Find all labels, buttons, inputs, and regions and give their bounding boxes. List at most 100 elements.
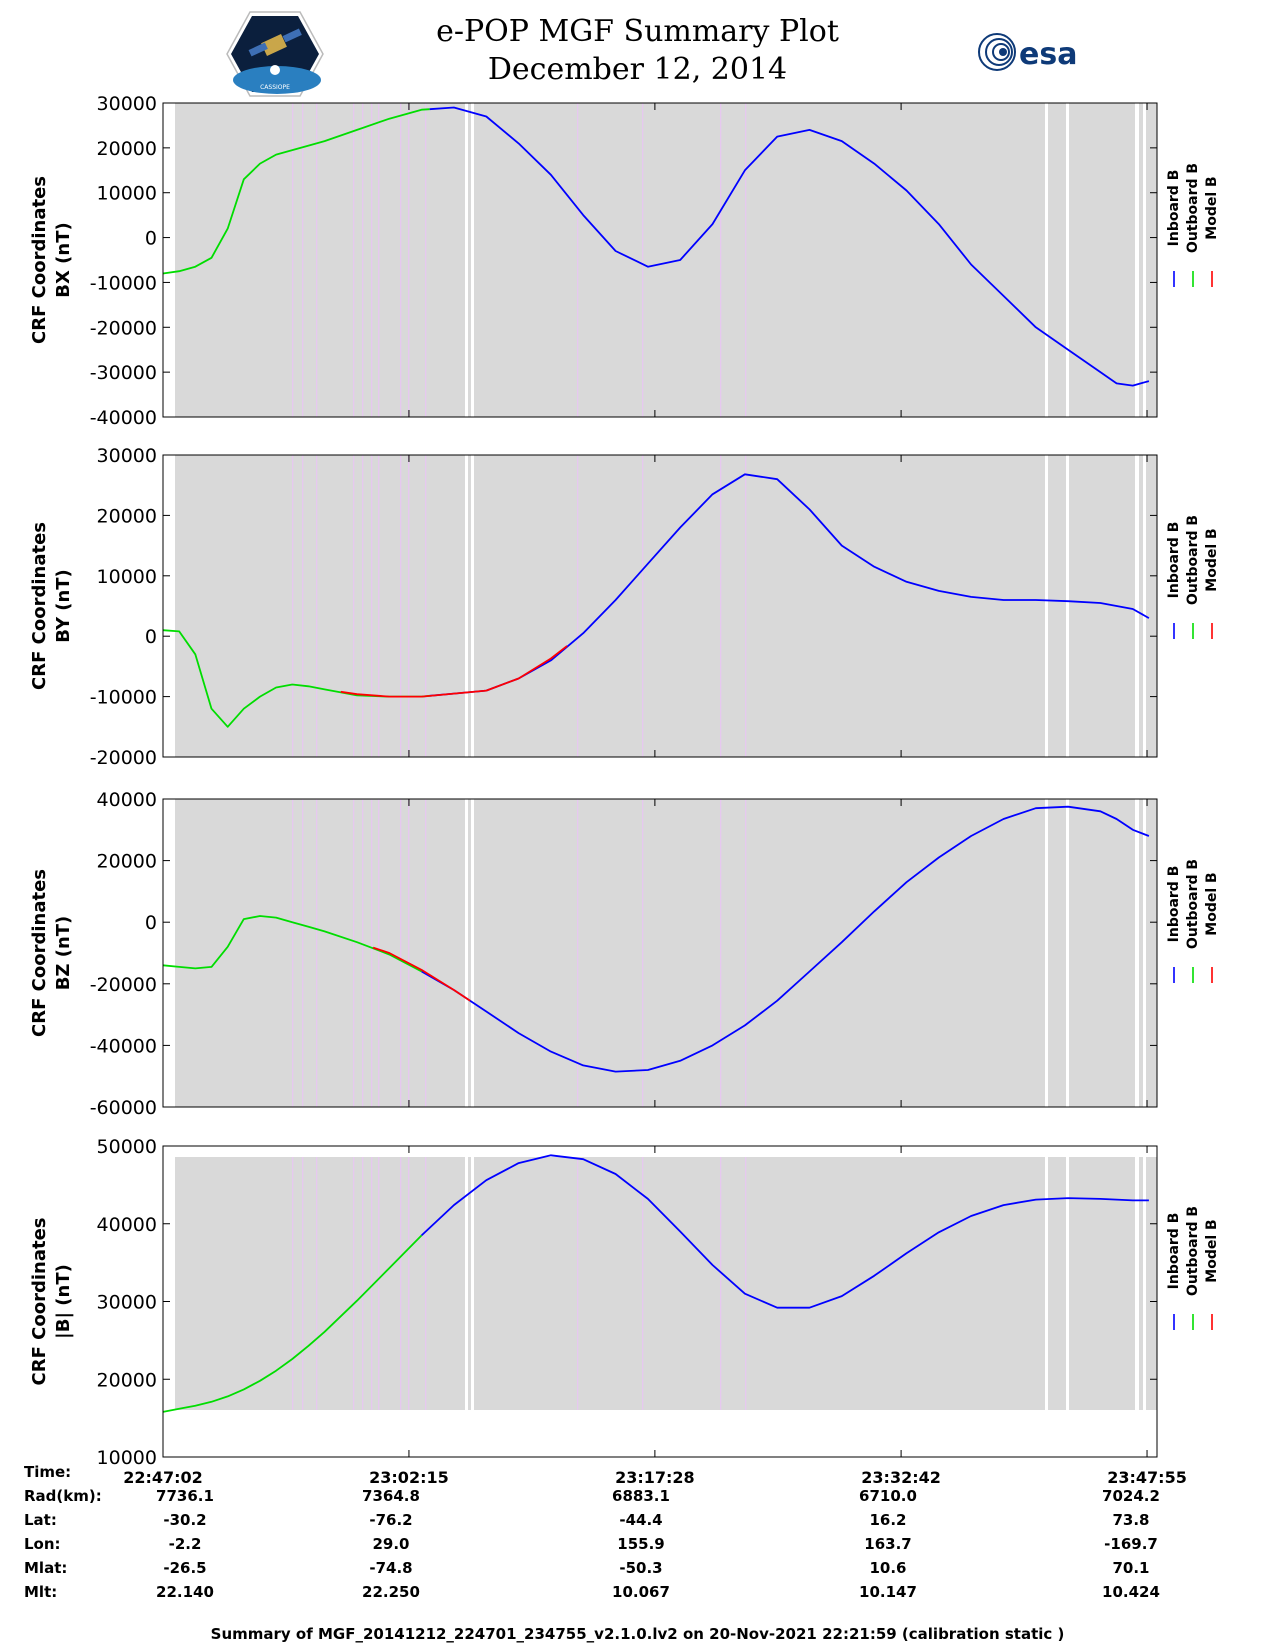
legend-label: Model B <box>1204 528 1220 591</box>
quality-flag-line <box>577 799 579 1107</box>
data-gap <box>171 455 175 757</box>
legend-label: Model B <box>1204 176 1220 239</box>
x-tick-label: 23:02:15 <box>369 1468 449 1487</box>
y-tick-label: 20000 <box>97 1369 157 1391</box>
data-gap <box>1045 455 1048 757</box>
quality-flag-line <box>353 1157 355 1410</box>
inboard-b-series-line <box>429 106 1150 387</box>
quality-flag-line <box>362 455 364 757</box>
ephemeris-value: 10.067 <box>612 1583 670 1601</box>
data-coverage-background <box>175 455 1157 757</box>
quality-flag-line <box>400 455 402 757</box>
y-axis-title-line2: BY (nT) <box>53 569 74 643</box>
ephemeris-label: Mlt: <box>24 1583 58 1601</box>
plot-date: December 12, 2014 <box>487 52 788 87</box>
y-axis-title-line1: CRF Coordinates <box>29 176 50 344</box>
quality-flag-line <box>425 103 427 417</box>
panel-frame <box>162 798 1158 1108</box>
quality-flag-line <box>362 799 364 1107</box>
data-gap <box>465 103 468 417</box>
y-axis-title-line1: CRF Coordinates <box>29 869 50 1037</box>
y-tick-label: -10000 <box>90 272 157 294</box>
esa-logo: esa <box>978 33 1077 72</box>
ephemeris-value: -2.2 <box>168 1535 202 1553</box>
data-gap <box>1135 455 1139 757</box>
data-gap <box>1045 799 1048 1107</box>
legend-label: Inboard B <box>1166 866 1182 943</box>
legend-label: Outboard B <box>1185 1206 1201 1296</box>
quality-flag-line <box>720 103 722 417</box>
quality-flag-line <box>425 799 427 1107</box>
ephemeris-row: Rad(km): 7736.1 7364.8 6883.1 6710.0 7024.2 <box>22 1487 1252 1511</box>
quality-flag-line <box>577 455 579 757</box>
quality-flag-line <box>642 799 644 1107</box>
ephemeris-value: 163.7 <box>864 1535 912 1553</box>
panels-group: 30000 20000 10000 0 -10000 -20000 -30000 -40000… <box>29 93 1220 1487</box>
quality-flag-line <box>378 1157 380 1410</box>
ephemeris-label: Lon: <box>24 1535 61 1553</box>
mission-logo-text: CASSIOPE <box>260 84 290 91</box>
y-tick-label: -20000 <box>90 317 157 339</box>
data-gap <box>471 799 474 1107</box>
data-gap <box>465 799 468 1107</box>
quality-flag-line <box>425 1157 427 1410</box>
quality-flag-line <box>745 103 747 417</box>
inboard-b-series-line <box>420 1154 1149 1309</box>
ephemeris-row: Mlt: 22.140 22.250 10.067 10.147 10.424 <box>22 1583 1252 1607</box>
ephemeris-value: -30.2 <box>163 1511 207 1529</box>
data-gap <box>1135 1157 1139 1410</box>
data-gap <box>1066 103 1069 417</box>
model-b-series-line <box>340 645 568 698</box>
quality-flag-line <box>408 1157 410 1410</box>
ephemeris-value: 7364.8 <box>362 1487 420 1505</box>
panel-4: 50000 40000 30000 20000 10000 CRF Coordinates… <box>29 1136 1220 1469</box>
quality-flag-line <box>642 1157 644 1410</box>
quality-flag-line <box>408 103 410 417</box>
quality-flag-line <box>642 103 644 417</box>
ephemeris-row: Lon: -2.2 29.0 155.9 163.7 -169.7 <box>22 1535 1252 1559</box>
panel-frame <box>162 1145 1158 1458</box>
quality-flag-line <box>408 799 410 1107</box>
panel-frame <box>162 102 1158 418</box>
quality-flag-line <box>720 799 722 1107</box>
model-b-series-line <box>372 946 471 1002</box>
data-gap <box>1135 799 1139 1107</box>
ephemeris-value: -50.3 <box>619 1559 663 1577</box>
ephemeris-value: -44.4 <box>619 1511 663 1529</box>
x-tick-label: 23:47:55 <box>1107 1468 1187 1487</box>
ephemeris-value: 6710.0 <box>859 1487 917 1505</box>
y-tick-label: 20000 <box>97 505 157 527</box>
quality-flag-line <box>302 103 304 417</box>
y-tick-label: 50000 <box>97 1136 157 1158</box>
quality-flag-line <box>302 1157 304 1410</box>
ephemeris-value: -26.5 <box>163 1559 207 1577</box>
quality-flag-line <box>292 455 294 757</box>
ephemeris-label: Mlat: <box>24 1559 68 1577</box>
ephemeris-value: 10.424 <box>1102 1583 1160 1601</box>
data-gap <box>171 103 175 417</box>
quality-flag-line <box>408 455 410 757</box>
quality-flag-line <box>642 455 644 757</box>
legend-label: Model B <box>1204 1219 1220 1282</box>
y-tick-label: 40000 <box>97 789 157 811</box>
y-axis-title-line2: BZ (nT) <box>53 916 74 991</box>
ephemeris-label: Lat: <box>24 1511 57 1529</box>
y-tick-label: 0 <box>145 912 157 934</box>
y-axis-title-line2: BX (nT) <box>53 222 74 297</box>
data-coverage-background <box>175 103 1157 417</box>
data-gap <box>1045 1157 1048 1410</box>
legend-label: Inboard B <box>1166 1213 1182 1290</box>
y-tick-label: 30000 <box>97 1292 157 1314</box>
data-gap <box>465 1157 468 1410</box>
ephemeris-value: 22.250 <box>362 1583 420 1601</box>
data-gap <box>1143 799 1146 1107</box>
ephemeris-value: 6883.1 <box>612 1487 670 1505</box>
ephemeris-value: -169.7 <box>1104 1535 1158 1553</box>
panel-frame <box>162 454 1158 758</box>
quality-flag-line <box>577 103 579 417</box>
ephemeris-value: 29.0 <box>372 1535 410 1553</box>
ephemeris-value: 16.2 <box>869 1511 907 1529</box>
y-tick-label: 10000 <box>97 566 157 588</box>
y-tick-label: 0 <box>145 626 157 648</box>
